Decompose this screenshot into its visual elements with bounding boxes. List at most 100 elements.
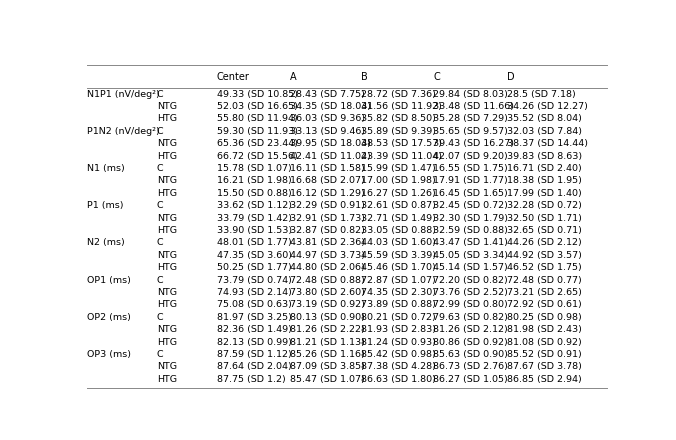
Text: HTG: HTG — [157, 337, 177, 347]
Text: 52.03 (SD 16.65): 52.03 (SD 16.65) — [216, 102, 297, 111]
Text: HTG: HTG — [157, 375, 177, 384]
Text: C: C — [157, 127, 164, 136]
Text: 73.79 (SD 0.74): 73.79 (SD 0.74) — [216, 275, 291, 285]
Text: 32.91 (SD 1.73): 32.91 (SD 1.73) — [290, 214, 365, 223]
Text: 73.19 (SD 0.92): 73.19 (SD 0.92) — [290, 301, 365, 309]
Text: 15.50 (SD 0.88): 15.50 (SD 0.88) — [216, 189, 291, 198]
Text: 36.03 (SD 9.36): 36.03 (SD 9.36) — [290, 114, 365, 124]
Text: NTG: NTG — [157, 176, 177, 185]
Text: 85.47 (SD 1.07): 85.47 (SD 1.07) — [290, 375, 364, 384]
Text: 72.48 (SD 0.77): 72.48 (SD 0.77) — [507, 275, 581, 285]
Text: 39.95 (SD 18.04): 39.95 (SD 18.04) — [290, 139, 370, 148]
Text: 72.92 (SD 0.61): 72.92 (SD 0.61) — [507, 301, 581, 309]
Text: 74.35 (SD 2.30): 74.35 (SD 2.30) — [360, 288, 435, 297]
Text: 43.39 (SD 11.04): 43.39 (SD 11.04) — [360, 152, 441, 161]
Text: 86.73 (SD 2.76): 86.73 (SD 2.76) — [433, 363, 508, 371]
Text: C: C — [157, 350, 164, 359]
Text: HTG: HTG — [157, 226, 177, 235]
Text: OP2 (ms): OP2 (ms) — [87, 313, 131, 322]
Text: 29.84 (SD 8.03): 29.84 (SD 8.03) — [433, 90, 508, 99]
Text: 85.42 (SD 0.98): 85.42 (SD 0.98) — [360, 350, 435, 359]
Text: 82.36 (SD 1.49): 82.36 (SD 1.49) — [216, 325, 291, 334]
Text: OP1 (ms): OP1 (ms) — [87, 275, 131, 285]
Text: NTG: NTG — [157, 102, 177, 111]
Text: 32.28 (SD 0.72): 32.28 (SD 0.72) — [507, 201, 581, 210]
Text: 82.13 (SD 0.99): 82.13 (SD 0.99) — [216, 337, 291, 347]
Text: 55.80 (SD 11.94): 55.80 (SD 11.94) — [216, 114, 297, 124]
Text: 33.05 (SD 0.88): 33.05 (SD 0.88) — [360, 226, 435, 235]
Text: 32.50 (SD 1.71): 32.50 (SD 1.71) — [507, 214, 581, 223]
Text: 46.52 (SD 1.75): 46.52 (SD 1.75) — [507, 263, 581, 272]
Text: 72.99 (SD 0.80): 72.99 (SD 0.80) — [433, 301, 508, 309]
Text: 48.01 (SD 1.77): 48.01 (SD 1.77) — [216, 238, 291, 247]
Text: 72.48 (SD 0.88): 72.48 (SD 0.88) — [290, 275, 364, 285]
Text: N1P1 (nV/deg²): N1P1 (nV/deg²) — [87, 90, 160, 99]
Text: 81.93 (SD 2.83): 81.93 (SD 2.83) — [360, 325, 435, 334]
Text: A: A — [290, 72, 297, 81]
Text: 34.35 (SD 18.04): 34.35 (SD 18.04) — [290, 102, 371, 111]
Text: C: C — [157, 201, 164, 210]
Text: P1 (ms): P1 (ms) — [87, 201, 124, 210]
Text: NTG: NTG — [157, 139, 177, 148]
Text: D: D — [507, 72, 514, 81]
Text: 87.09 (SD 3.85): 87.09 (SD 3.85) — [290, 363, 365, 371]
Text: 66.72 (SD 15.56): 66.72 (SD 15.56) — [216, 152, 297, 161]
Text: 44.97 (SD 3.73): 44.97 (SD 3.73) — [290, 251, 365, 260]
Text: N1 (ms): N1 (ms) — [87, 164, 125, 173]
Text: 79.63 (SD 0.82): 79.63 (SD 0.82) — [433, 313, 508, 322]
Text: 49.33 (SD 10.85): 49.33 (SD 10.85) — [216, 90, 297, 99]
Text: 35.52 (SD 8.04): 35.52 (SD 8.04) — [507, 114, 581, 124]
Text: 38.37 (SD 14.44): 38.37 (SD 14.44) — [507, 139, 587, 148]
Text: 18.38 (SD 1.95): 18.38 (SD 1.95) — [507, 176, 581, 185]
Text: 17.91 (SD 1.77): 17.91 (SD 1.77) — [433, 176, 508, 185]
Text: C: C — [157, 275, 164, 285]
Text: 32.71 (SD 1.49): 32.71 (SD 1.49) — [360, 214, 435, 223]
Text: 85.52 (SD 0.91): 85.52 (SD 0.91) — [507, 350, 581, 359]
Text: 87.75 (SD 1.2): 87.75 (SD 1.2) — [216, 375, 285, 384]
Text: 16.12 (SD 1.29): 16.12 (SD 1.29) — [290, 189, 364, 198]
Text: 16.68 (SD 2.07): 16.68 (SD 2.07) — [290, 176, 364, 185]
Text: 33.79 (SD 1.42): 33.79 (SD 1.42) — [216, 214, 291, 223]
Text: 50.25 (SD 1.77): 50.25 (SD 1.77) — [216, 263, 291, 272]
Text: 86.85 (SD 2.94): 86.85 (SD 2.94) — [507, 375, 581, 384]
Text: 72.20 (SD 0.82): 72.20 (SD 0.82) — [433, 275, 508, 285]
Text: 87.64 (SD 2.04): 87.64 (SD 2.04) — [216, 363, 291, 371]
Text: HTG: HTG — [157, 263, 177, 272]
Text: 39.43 (SD 16.27): 39.43 (SD 16.27) — [433, 139, 514, 148]
Text: 44.92 (SD 3.57): 44.92 (SD 3.57) — [507, 251, 581, 260]
Text: 81.21 (SD 1.13): 81.21 (SD 1.13) — [290, 337, 365, 347]
Text: 32.87 (SD 0.82): 32.87 (SD 0.82) — [290, 226, 365, 235]
Text: 81.26 (SD 2.22): 81.26 (SD 2.22) — [290, 325, 364, 334]
Text: 32.03 (SD 7.84): 32.03 (SD 7.84) — [507, 127, 582, 136]
Text: 44.03 (SD 1.60): 44.03 (SD 1.60) — [360, 238, 435, 247]
Text: 87.59 (SD 1.12): 87.59 (SD 1.12) — [216, 350, 291, 359]
Text: 80.86 (SD 0.92): 80.86 (SD 0.92) — [433, 337, 508, 347]
Text: 33.48 (SD 11.66): 33.48 (SD 11.66) — [433, 102, 514, 111]
Text: 81.26 (SD 2.12): 81.26 (SD 2.12) — [433, 325, 508, 334]
Text: N2 (ms): N2 (ms) — [87, 238, 125, 247]
Text: C: C — [157, 313, 164, 322]
Text: 47.35 (SD 3.60): 47.35 (SD 3.60) — [216, 251, 291, 260]
Text: HTG: HTG — [157, 301, 177, 309]
Text: 73.21 (SD 2.65): 73.21 (SD 2.65) — [507, 288, 581, 297]
Text: 87.67 (SD 3.78): 87.67 (SD 3.78) — [507, 363, 581, 371]
Text: NTG: NTG — [157, 288, 177, 297]
Text: 35.65 (SD 9.57): 35.65 (SD 9.57) — [433, 127, 508, 136]
Text: B: B — [360, 72, 367, 81]
Text: 43.81 (SD 2.36): 43.81 (SD 2.36) — [290, 238, 365, 247]
Text: 80.13 (SD 0.90): 80.13 (SD 0.90) — [290, 313, 365, 322]
Text: 81.97 (SD 3.25): 81.97 (SD 3.25) — [216, 313, 291, 322]
Text: 81.98 (SD 2.43): 81.98 (SD 2.43) — [507, 325, 581, 334]
Text: 28.5 (SD 7.18): 28.5 (SD 7.18) — [507, 90, 575, 99]
Text: 75.08 (SD 0.63): 75.08 (SD 0.63) — [216, 301, 291, 309]
Text: 86.63 (SD 1.80): 86.63 (SD 1.80) — [360, 375, 435, 384]
Text: 32.61 (SD 0.87): 32.61 (SD 0.87) — [360, 201, 435, 210]
Text: 32.59 (SD 0.88): 32.59 (SD 0.88) — [433, 226, 508, 235]
Text: OP3 (ms): OP3 (ms) — [87, 350, 131, 359]
Text: C: C — [157, 164, 164, 173]
Text: 45.46 (SD 1.70): 45.46 (SD 1.70) — [360, 263, 435, 272]
Text: 33.13 (SD 9.46): 33.13 (SD 9.46) — [290, 127, 365, 136]
Text: 74.93 (SD 2.14): 74.93 (SD 2.14) — [216, 288, 291, 297]
Text: 80.21 (SD 0.72): 80.21 (SD 0.72) — [360, 313, 435, 322]
Text: 31.56 (SD 11.92): 31.56 (SD 11.92) — [360, 102, 441, 111]
